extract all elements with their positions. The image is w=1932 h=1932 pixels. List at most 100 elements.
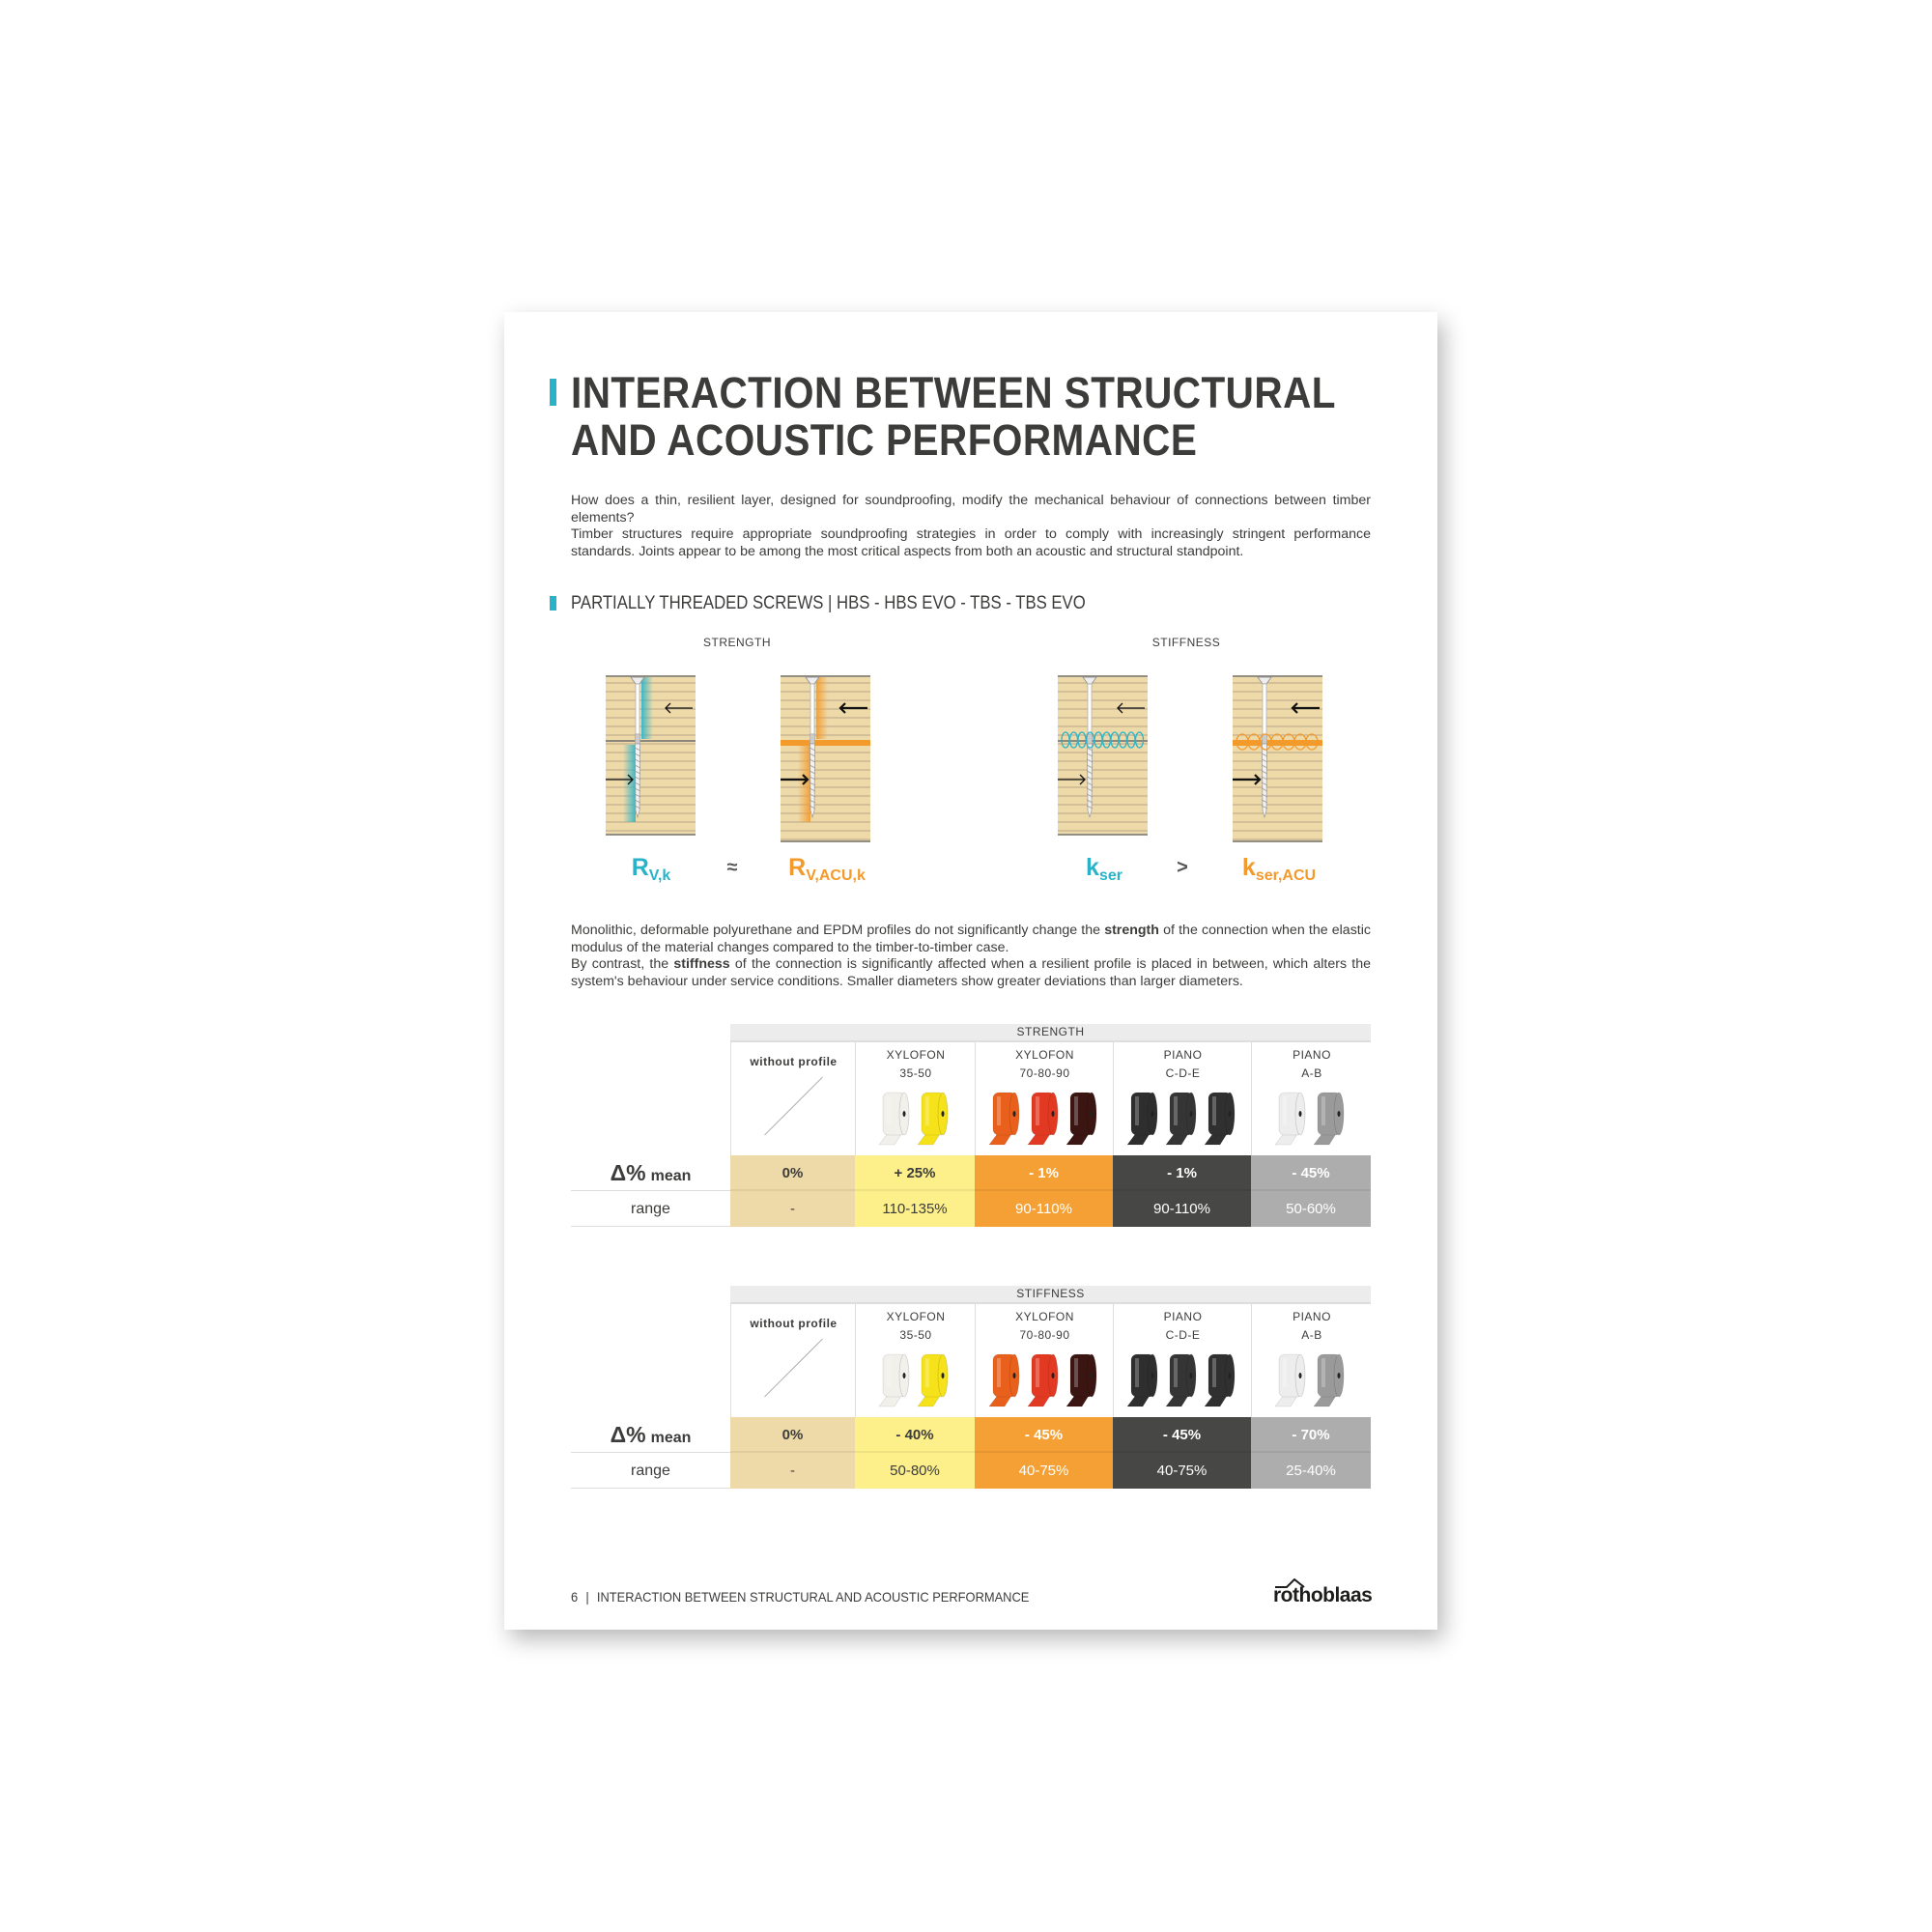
- page-number: 6: [571, 1589, 579, 1605]
- profile-roll: [1313, 1092, 1345, 1146]
- stiffness-caption: STIFFNESS: [1151, 636, 1221, 649]
- profile-image: [976, 1089, 1114, 1154]
- column-header: XYLOFON 70-80-90: [975, 1302, 1114, 1417]
- profile-roll: [917, 1353, 949, 1407]
- mean-value-cell: - 45%: [975, 1417, 1113, 1453]
- symbol-main: R: [631, 854, 649, 881]
- range-value-cell: 50-60%: [1251, 1191, 1371, 1227]
- mean-label: mean: [650, 1430, 692, 1446]
- column-header: XYLOFON 35-50: [855, 1040, 976, 1155]
- column-name-line-1: XYLOFON: [886, 1048, 946, 1062]
- section-subheading: PARTIALLY THREADED SCREWS | HBS - HBS EV…: [571, 593, 1086, 613]
- column-name: PIANO A-B: [1252, 1040, 1372, 1083]
- symbol-subscript: V,k: [648, 867, 671, 884]
- no-profile-slash-icon: [764, 1338, 823, 1398]
- table-title: STIFFNESS: [730, 1286, 1371, 1304]
- column-name: without profile: [750, 1317, 838, 1330]
- column-name-line-2: C-D-E: [1165, 1328, 1201, 1342]
- profile-roll: [878, 1353, 910, 1407]
- mean-value-cell: + 25%: [855, 1155, 975, 1191]
- profile-image: [1252, 1089, 1372, 1154]
- document-page: [504, 312, 1437, 1630]
- profile-roll: [1274, 1092, 1306, 1146]
- mean-value-cell: - 1%: [1113, 1155, 1251, 1191]
- no-profile-slash-icon: [764, 1076, 823, 1136]
- symbol-rvk: RV,k: [632, 854, 671, 885]
- column-name-line-2: 70-80-90: [1019, 1328, 1070, 1342]
- profile-roll: [878, 1092, 910, 1146]
- column-name-line-2: C-D-E: [1165, 1066, 1201, 1080]
- footer: 6 | INTERACTION BETWEEN STRUCTURAL AND A…: [571, 1589, 1029, 1605]
- symbol-main: k: [1241, 854, 1256, 881]
- profile-image: [976, 1350, 1114, 1416]
- symbol-main: R: [788, 854, 807, 881]
- range-value-cell: 50-80%: [855, 1453, 975, 1489]
- profile-image: [856, 1089, 976, 1154]
- title-accent-bar: [550, 379, 556, 406]
- column-header: PIANO C-D-E: [1113, 1302, 1252, 1417]
- diagram-timber-to-timber-strength: [606, 675, 696, 840]
- mean-value-cell: - 45%: [1251, 1155, 1371, 1191]
- footer-separator: |: [585, 1589, 589, 1605]
- profile-roll: [1313, 1353, 1345, 1407]
- subheading-accent-bar: [550, 596, 556, 611]
- explanation-line-2: By contrast, the stiffness of the connec…: [571, 956, 1371, 990]
- column-header: XYLOFON 70-80-90: [975, 1040, 1114, 1155]
- profile-image: [1114, 1089, 1252, 1154]
- logo-text: rothoblaas: [1273, 1584, 1373, 1606]
- column-name-line-2: 70-80-90: [1019, 1066, 1070, 1080]
- range-row-label: range: [571, 1453, 730, 1489]
- column-header: without profile: [730, 1040, 856, 1155]
- column-name-line-1: PIANO: [1163, 1310, 1203, 1323]
- explanation-paragraph: Monolithic, deformable polyurethane and …: [571, 923, 1371, 990]
- profile-rolls-image: [987, 1353, 1096, 1407]
- column-name-line-1: XYLOFON: [886, 1310, 946, 1323]
- profile-roll: [1026, 1353, 1058, 1407]
- profile-rolls-image: [987, 1092, 1096, 1146]
- range-row-label: range: [571, 1191, 730, 1227]
- column-name-line-2: A-B: [1301, 1066, 1322, 1080]
- diagram-acoustic-profile-stiffness: [1233, 675, 1322, 847]
- profile-roll: [1065, 1353, 1096, 1407]
- mean-value-cell: - 40%: [855, 1417, 975, 1453]
- mean-row-label: Δ% mean: [571, 1417, 730, 1453]
- column-name-line-2: A-B: [1301, 1328, 1322, 1342]
- text: By contrast, the: [571, 956, 674, 973]
- profile-rolls-image: [1274, 1353, 1345, 1407]
- rothoblaas-logo: rothoblaas: [1273, 1578, 1373, 1607]
- column-name-line-1: XYLOFON: [1015, 1048, 1074, 1062]
- column-name: XYLOFON 70-80-90: [976, 1302, 1114, 1345]
- column-name: PIANO C-D-E: [1114, 1040, 1252, 1083]
- column-header: without profile: [730, 1302, 856, 1417]
- range-value-cell: 40-75%: [975, 1453, 1113, 1489]
- mean-value-cell: - 45%: [1113, 1417, 1251, 1453]
- profile-rolls-image: [878, 1092, 949, 1146]
- column-header: PIANO C-D-E: [1113, 1040, 1252, 1155]
- symbol-subscript: V,ACU,k: [806, 867, 866, 884]
- strength-table: STRENGTH without profile 0% - XYLOFON 35-50 + …: [571, 1024, 1371, 1227]
- mean-value-cell: 0%: [730, 1155, 855, 1191]
- footer-title: INTERACTION BETWEEN STRUCTURAL AND ACOUS…: [596, 1589, 1030, 1605]
- column-name-line-1: PIANO: [1163, 1048, 1203, 1062]
- column-name-line-1: PIANO: [1293, 1048, 1331, 1062]
- intro-line-2: Timber structures require appropriate so…: [571, 526, 1371, 559]
- mean-value-cell: - 70%: [1251, 1417, 1371, 1453]
- profile-roll: [1274, 1353, 1306, 1407]
- profile-roll: [987, 1092, 1019, 1146]
- range-value-cell: 110-135%: [855, 1191, 975, 1227]
- range-value-cell: 90-110%: [975, 1191, 1113, 1227]
- column-name: XYLOFON 35-50: [856, 1302, 976, 1345]
- bold-strength: strength: [1104, 923, 1159, 938]
- delta-percent-label: Δ%: [610, 1160, 646, 1185]
- profile-image: [1114, 1350, 1252, 1416]
- profile-roll: [1125, 1092, 1157, 1146]
- text: of the connection is significantly affec…: [571, 956, 1372, 989]
- page-title-line-2: AND ACOUSTIC PERFORMANCE: [571, 415, 1198, 465]
- symbol-subscript: ser,ACU: [1255, 867, 1317, 884]
- column-header: PIANO A-B: [1251, 1040, 1372, 1155]
- column-header: PIANO A-B: [1251, 1302, 1372, 1417]
- profile-rolls-image: [1125, 1092, 1235, 1146]
- column-header: XYLOFON 35-50: [855, 1302, 976, 1417]
- profile-roll: [1125, 1353, 1157, 1407]
- mean-label: mean: [650, 1168, 692, 1184]
